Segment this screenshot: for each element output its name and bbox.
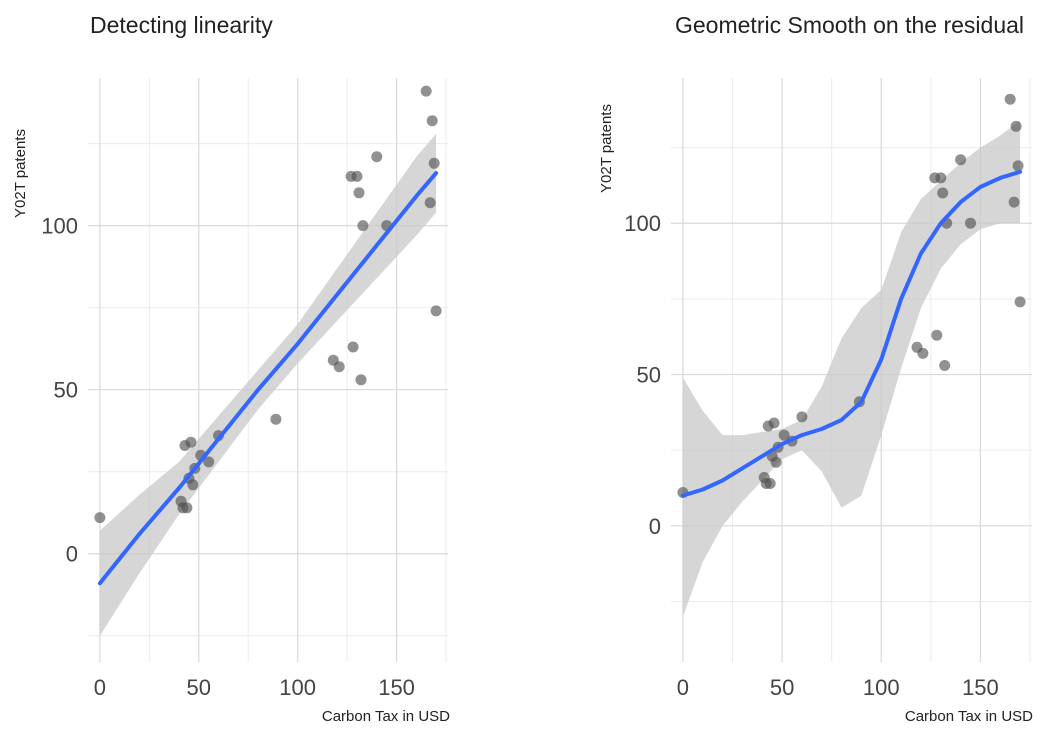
data-point <box>371 151 383 163</box>
data-point <box>931 329 943 341</box>
data-point <box>203 456 215 468</box>
x-tick-label: 150 <box>962 675 999 700</box>
plot-area: 0 50 100 150 0 50 100 <box>41 78 448 700</box>
data-point <box>424 197 436 209</box>
x-tick-label: 100 <box>863 675 900 700</box>
data-point <box>1014 296 1026 308</box>
x-tick-label: 100 <box>279 675 316 700</box>
data-point <box>355 374 367 386</box>
chart-title: Geometric Smooth on the residual <box>675 12 1025 38</box>
x-tick-label: 0 <box>94 675 106 700</box>
data-point <box>426 115 438 127</box>
data-point <box>768 417 780 429</box>
data-point <box>430 305 442 317</box>
chart-panel-left: Detecting linearity Y02T patents Carbon … <box>12 12 450 725</box>
data-point <box>778 429 790 441</box>
data-point <box>935 172 947 184</box>
chart-title: Detecting linearity <box>90 12 273 38</box>
data-point <box>1004 93 1016 105</box>
x-tick-label: 50 <box>770 675 794 700</box>
data-point <box>1008 196 1020 208</box>
confidence-band <box>99 133 437 636</box>
x-axis-label: Carbon Tax in USD <box>904 708 1033 725</box>
data-point <box>770 456 782 468</box>
data-point <box>353 187 365 199</box>
fit-line <box>97 171 439 586</box>
data-point <box>428 157 440 169</box>
data-point <box>270 413 282 425</box>
data-point <box>185 436 197 448</box>
x-tick-label: 150 <box>378 675 415 700</box>
data-point <box>187 479 199 491</box>
data-point <box>1012 160 1024 172</box>
data-point <box>94 512 106 524</box>
data-point <box>937 187 949 199</box>
x-tick-label: 0 <box>677 675 689 700</box>
data-point <box>764 478 776 489</box>
data-point <box>357 220 369 232</box>
y-tick-label: 50 <box>637 363 661 388</box>
confidence-band <box>682 120 1021 617</box>
y-tick-label: 0 <box>649 514 661 539</box>
data-point <box>333 361 345 373</box>
data-point <box>917 347 929 359</box>
x-tick-label: 50 <box>187 675 211 700</box>
data-point <box>955 154 967 166</box>
data-point <box>1010 120 1022 132</box>
x-axis-label: Carbon Tax in USD <box>321 708 450 725</box>
data-point <box>181 502 193 514</box>
data-point <box>965 217 976 229</box>
data-point <box>420 85 432 97</box>
y-tick-label: 100 <box>41 214 78 239</box>
data-point <box>351 170 363 182</box>
plot-area: 0 50 100 150 0 50 100 <box>624 78 1032 700</box>
fit-line <box>680 169 1023 498</box>
data-point <box>347 341 359 353</box>
y-tick-label: 0 <box>66 542 78 567</box>
data-point <box>939 360 951 371</box>
data-point <box>796 411 808 423</box>
y-tick-label: 100 <box>624 211 661 236</box>
y-tick-label: 50 <box>54 378 78 403</box>
chart-panel-right: Geometric Smooth on the residual Y02T pa… <box>560 0 1059 733</box>
